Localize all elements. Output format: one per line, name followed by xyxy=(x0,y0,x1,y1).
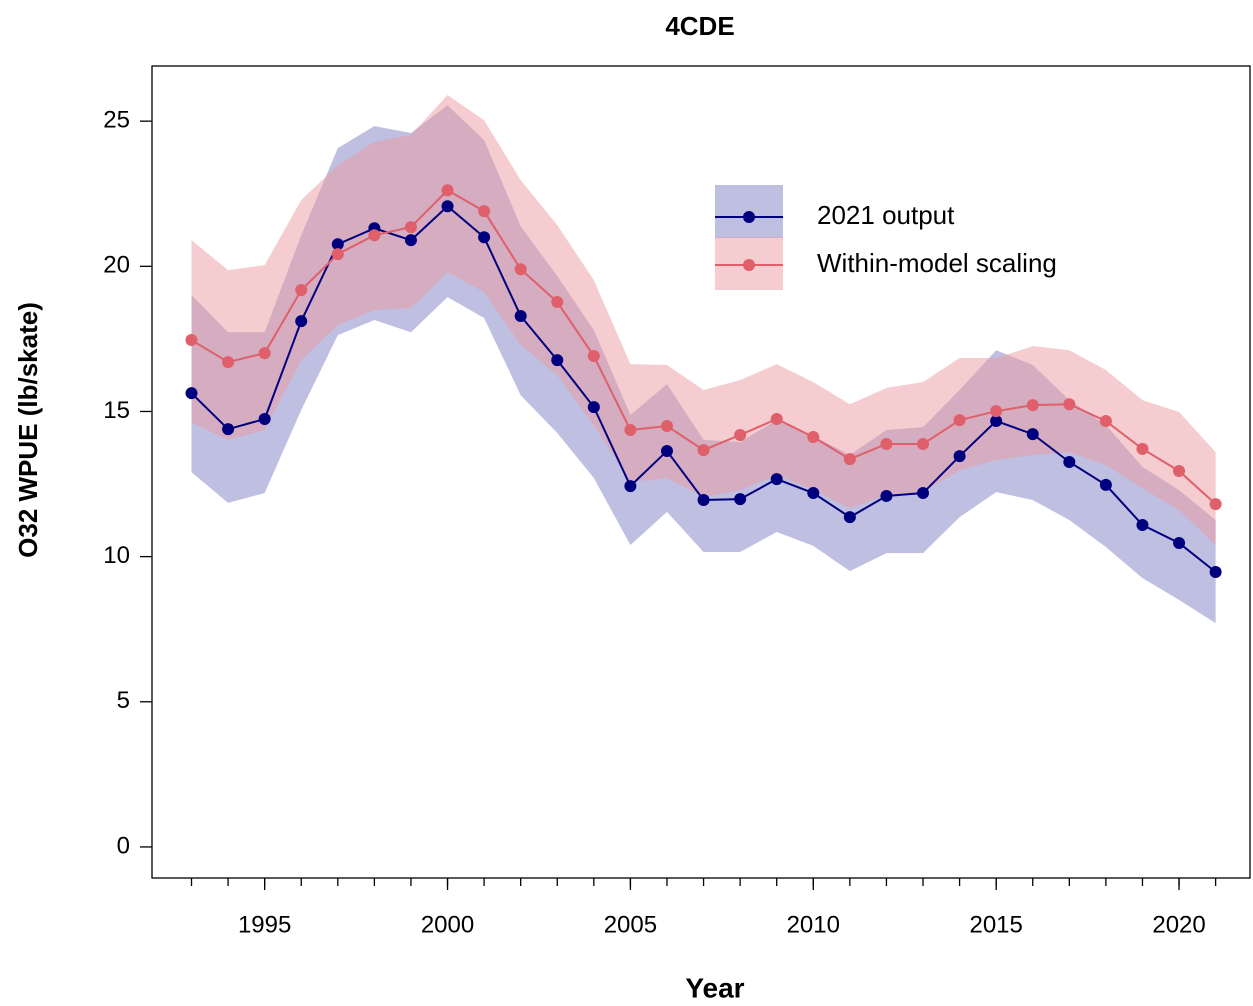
data-point xyxy=(734,428,747,441)
data-point xyxy=(624,424,637,437)
data-point xyxy=(404,234,417,247)
data-point xyxy=(258,413,271,426)
data-point xyxy=(843,453,856,466)
plot-frame xyxy=(151,65,1251,879)
chart-title: 4CDE xyxy=(665,11,734,41)
data-point xyxy=(331,248,344,261)
data-point xyxy=(514,309,527,322)
data-point xyxy=(1209,566,1222,579)
data-point xyxy=(1136,442,1149,455)
data-point xyxy=(1099,478,1112,491)
data-point xyxy=(1136,518,1149,531)
x-tick-label: 2010 xyxy=(787,911,840,938)
legend-label: Within-model scaling xyxy=(817,248,1057,278)
data-point xyxy=(222,356,235,369)
data-point xyxy=(953,450,966,463)
y-tick-label: 0 xyxy=(117,832,130,859)
data-point xyxy=(1026,399,1039,412)
y-tick-label: 25 xyxy=(103,107,130,134)
data-point xyxy=(295,315,308,328)
data-point xyxy=(880,489,893,502)
data-point xyxy=(697,444,710,457)
data-point xyxy=(222,423,235,436)
data-point xyxy=(624,480,637,493)
legend-label: 2021 output xyxy=(817,200,955,230)
data-point xyxy=(404,221,417,234)
legend-marker xyxy=(743,259,755,271)
data-point xyxy=(917,437,930,450)
data-point xyxy=(551,296,564,309)
data-point xyxy=(478,205,491,218)
data-point xyxy=(587,401,600,414)
x-tick-label: 1995 xyxy=(238,911,291,938)
data-point xyxy=(807,431,820,444)
data-point xyxy=(807,487,820,500)
data-point xyxy=(660,444,673,457)
data-point xyxy=(880,437,893,450)
data-point xyxy=(734,493,747,506)
data-point xyxy=(587,350,600,363)
x-tick-label: 2015 xyxy=(969,911,1022,938)
y-axis-label: O32 WPUE (lb/skate) xyxy=(13,302,43,558)
data-point xyxy=(990,405,1003,418)
data-point xyxy=(368,229,381,242)
data-point xyxy=(770,413,783,426)
data-point xyxy=(185,334,198,347)
data-point xyxy=(697,494,710,507)
data-point xyxy=(1026,428,1039,441)
data-point xyxy=(295,284,308,297)
x-axis-label: Year xyxy=(685,972,744,1003)
data-point xyxy=(1173,536,1186,549)
data-point xyxy=(551,354,564,367)
data-point xyxy=(1063,398,1076,411)
data-point xyxy=(441,200,454,213)
data-point xyxy=(660,419,673,432)
data-point xyxy=(1099,415,1112,428)
data-point xyxy=(917,487,930,500)
x-tick-label: 2000 xyxy=(421,911,474,938)
data-point xyxy=(1173,464,1186,477)
data-point xyxy=(953,414,966,427)
data-point xyxy=(770,473,783,486)
legend-marker xyxy=(743,211,755,223)
data-point xyxy=(331,238,344,251)
data-point xyxy=(258,347,271,360)
data-point xyxy=(1063,455,1076,468)
data-point xyxy=(441,184,454,197)
data-point xyxy=(990,415,1003,428)
data-point xyxy=(478,231,491,244)
data-point xyxy=(843,511,856,524)
y-tick-label: 10 xyxy=(103,542,130,569)
data-point xyxy=(185,387,198,400)
y-tick-label: 20 xyxy=(103,252,130,279)
y-tick-label: 5 xyxy=(117,687,130,714)
x-tick-label: 2005 xyxy=(604,911,657,938)
x-tick-label: 2020 xyxy=(1152,911,1205,938)
data-point xyxy=(1209,498,1222,511)
y-tick-label: 15 xyxy=(103,397,130,424)
data-point xyxy=(514,263,527,276)
